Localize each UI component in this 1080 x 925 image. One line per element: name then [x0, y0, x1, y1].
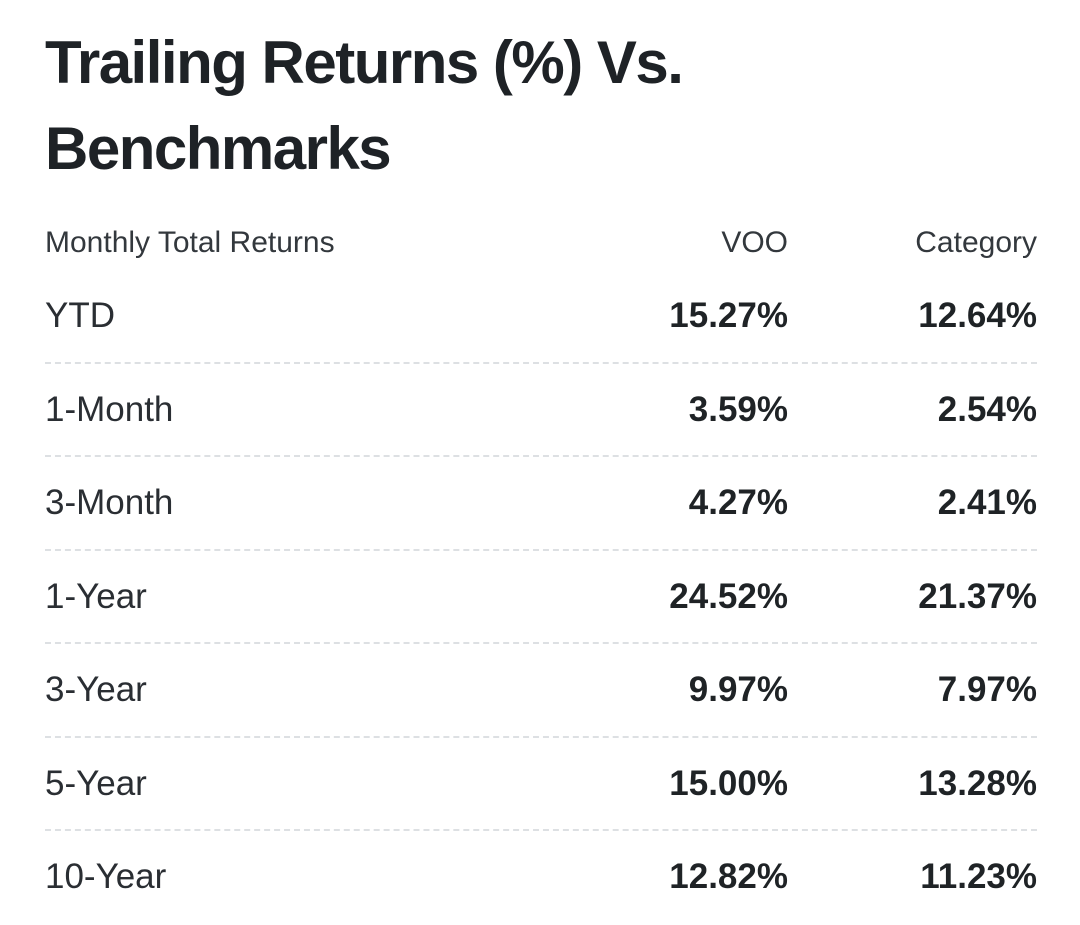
voo-value: 3.59%	[688, 389, 788, 429]
table-row: YTD 15.27% 12.64%	[45, 270, 1037, 364]
table-row: 3-Year 9.97% 7.97%	[45, 644, 1037, 738]
page-title: Trailing Returns (%) Vs. Benchmarks	[45, 29, 684, 182]
table-row: 10-Year 12.82% 11.23%	[45, 831, 1037, 925]
table-row: 3-Month 4.27% 2.41%	[45, 457, 1037, 551]
category-value: 11.23%	[920, 857, 1037, 896]
row-label: YTD	[45, 296, 115, 335]
voo-value: 4.27%	[688, 483, 788, 522]
returns-table: YTD 15.27% 12.64% 1-Month 3.59% 2.54% 3-…	[45, 270, 1037, 925]
table-row: 1-Year 24.52% 21.37%	[45, 551, 1037, 644]
row-label: 5-Year	[45, 763, 147, 803]
table-row: 5-Year 15.00% 13.28%	[45, 738, 1037, 831]
voo-value: 9.97%	[688, 670, 788, 709]
category-value: 2.41%	[937, 483, 1037, 522]
header-monthly-total-returns: Monthly Total Returns	[45, 226, 335, 259]
voo-value: 15.00%	[669, 763, 788, 803]
row-label: 1-Year	[45, 576, 147, 616]
row-label: 3-Year	[45, 670, 147, 709]
voo-value: 15.27%	[669, 296, 788, 335]
header-category: Category	[915, 226, 1037, 259]
voo-value: 24.52%	[669, 576, 788, 616]
header-voo: VOO	[721, 226, 788, 259]
row-label: 1-Month	[45, 389, 174, 429]
row-label: 3-Month	[45, 483, 174, 522]
row-label: 10-Year	[45, 857, 167, 896]
table-row: 1-Month 3.59% 2.54%	[45, 364, 1037, 457]
voo-value: 12.82%	[669, 857, 788, 896]
category-value: 13.28%	[918, 763, 1037, 803]
category-value: 21.37%	[918, 576, 1037, 616]
category-value: 2.54%	[937, 389, 1037, 429]
category-value: 12.64%	[918, 296, 1037, 335]
category-value: 7.97%	[937, 670, 1037, 709]
table-header: Monthly Total Returns VOO Category	[45, 226, 1037, 266]
